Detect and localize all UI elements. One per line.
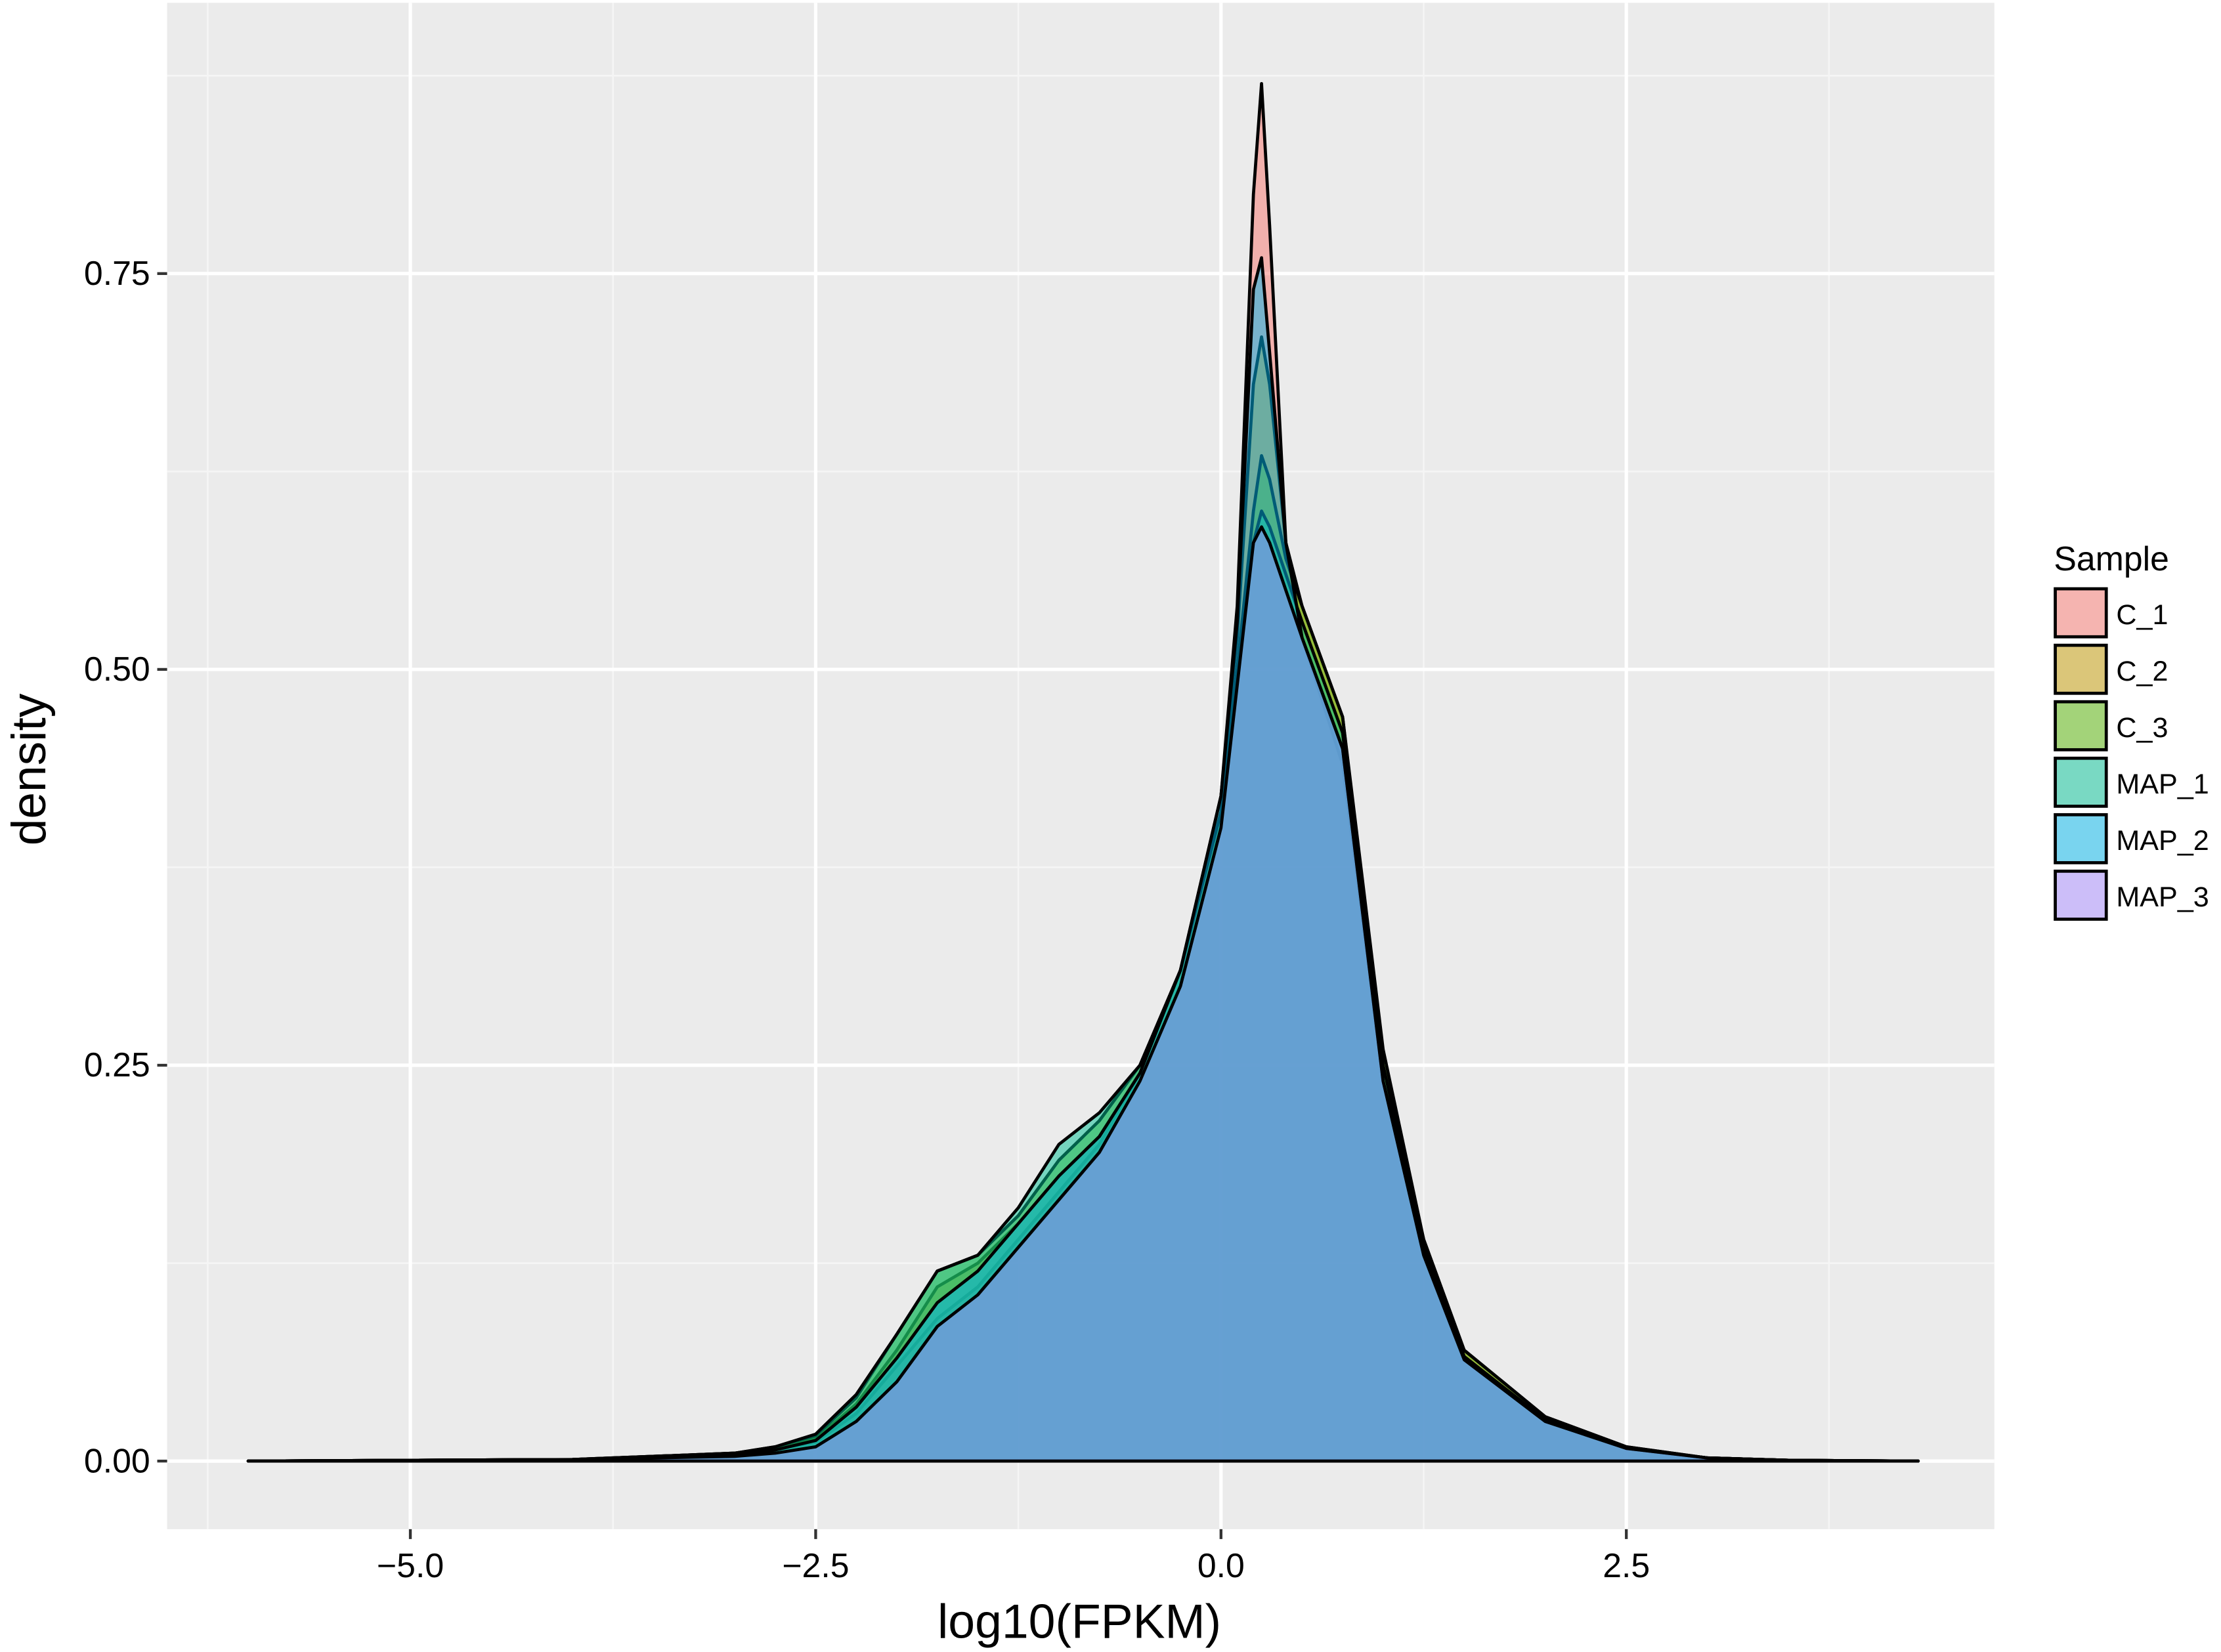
axes: −5.0 −2.5 0.0 2.5 0.00 0.25 0.50 0.75 bbox=[84, 254, 1650, 1584]
legend-title: Sample bbox=[2054, 540, 2169, 578]
y-tick-label: 0.00 bbox=[84, 1441, 150, 1479]
y-tick-label: 0.75 bbox=[84, 254, 150, 292]
y-tick-label: 0.25 bbox=[84, 1046, 150, 1084]
y-tick-label: 0.50 bbox=[84, 650, 150, 688]
x-tick-label: −2.5 bbox=[782, 1546, 849, 1584]
legend-swatch bbox=[2054, 643, 2108, 695]
x-tick-label: 2.5 bbox=[1603, 1546, 1650, 1584]
legend-label: MAP_3 bbox=[2116, 881, 2209, 913]
legend-label: C_3 bbox=[2116, 712, 2168, 744]
legend-label: MAP_2 bbox=[2116, 825, 2209, 857]
legend: C_1 C_2 C_3 MAP_1 MAP_2 MAP_3 bbox=[2054, 587, 2209, 921]
legend-label: MAP_1 bbox=[2116, 769, 2209, 800]
legend-swatch bbox=[2054, 700, 2108, 752]
legend-swatch bbox=[2054, 813, 2108, 864]
y-axis-title: density bbox=[2, 693, 56, 845]
x-tick-label: −5.0 bbox=[377, 1546, 444, 1584]
x-tick-label: 0.0 bbox=[1197, 1546, 1245, 1584]
legend-swatch bbox=[2054, 869, 2108, 921]
legend-label: C_2 bbox=[2116, 656, 2168, 687]
density-area bbox=[246, 525, 1920, 1463]
legend-swatch bbox=[2054, 587, 2108, 639]
plot-area bbox=[246, 81, 1920, 1463]
x-axis-title: log10(FPKM) bbox=[938, 1595, 1221, 1649]
legend-label: C_1 bbox=[2116, 599, 2168, 631]
legend-swatch bbox=[2054, 756, 2108, 808]
